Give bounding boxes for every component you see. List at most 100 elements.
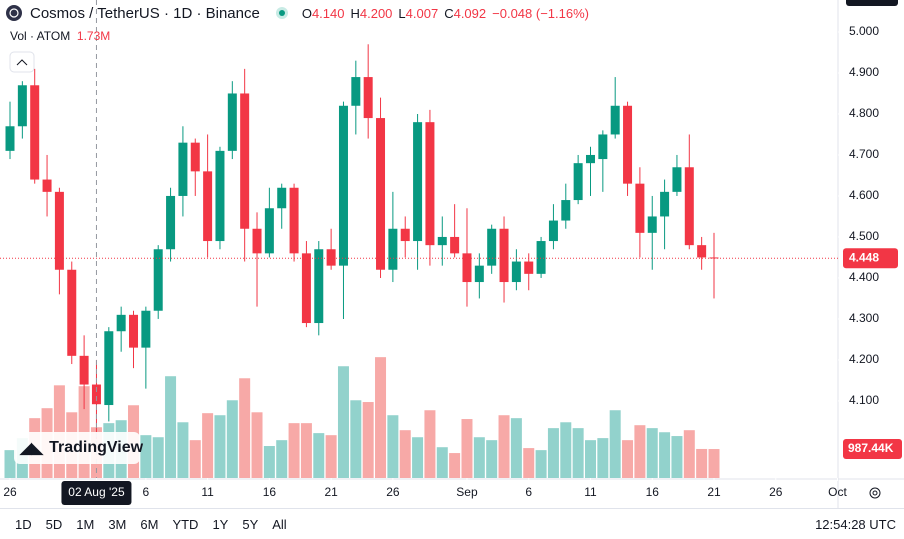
y-tick-label: 4.300 xyxy=(849,311,879,325)
volume-bar xyxy=(313,433,325,478)
range-button[interactable]: 1D xyxy=(15,516,32,532)
range-button[interactable]: 5D xyxy=(45,516,63,532)
range-button[interactable]: All xyxy=(272,516,287,532)
candle-body xyxy=(376,118,386,270)
ohlc-key: L xyxy=(398,5,406,21)
volume-bar xyxy=(53,385,65,478)
candle-body xyxy=(42,179,52,192)
volume-bar xyxy=(189,440,201,478)
clock: 12:54:28 UTC xyxy=(815,516,896,532)
volume-bar xyxy=(399,430,411,478)
candle-body xyxy=(684,167,694,246)
candle-body xyxy=(30,85,40,180)
volume-bar xyxy=(560,422,572,478)
price-label-cut xyxy=(846,0,898,6)
candle-body xyxy=(104,331,114,406)
y-tick-label: 4.900 xyxy=(849,65,879,79)
candle-body xyxy=(437,236,447,246)
header: Cosmos / TetherUS · 1D · Binance O4.140 H… xyxy=(0,3,589,23)
candle-body xyxy=(548,220,558,242)
candle-body xyxy=(635,183,645,233)
last-price-label: 4.448 xyxy=(849,250,879,264)
candle-body xyxy=(215,150,225,242)
x-tick-label: 21 xyxy=(707,485,721,499)
candle-body xyxy=(116,314,126,332)
x-tick-label: 26 xyxy=(769,485,783,499)
volume-bar xyxy=(424,410,436,478)
volume-bar xyxy=(461,419,473,478)
y-tick-label: 4.400 xyxy=(849,270,879,284)
range-button[interactable]: 6M xyxy=(140,516,159,532)
volume-bar xyxy=(288,423,300,478)
candle-body xyxy=(524,261,534,274)
range-button[interactable]: 1M xyxy=(76,516,95,532)
volume-bar xyxy=(523,448,535,478)
candle-body xyxy=(610,105,620,135)
watermark: ◢◣ TradingView xyxy=(14,432,143,464)
candle-body xyxy=(178,142,188,196)
candle-body xyxy=(240,93,250,229)
last-price-bg xyxy=(843,248,898,269)
range-button[interactable]: YTD xyxy=(172,516,199,532)
volume-bar xyxy=(572,428,584,478)
ohlc-change: −0.048 (−1.16%) xyxy=(492,5,589,21)
volume-bar xyxy=(152,437,164,478)
volume-bar xyxy=(622,440,634,478)
candle-body xyxy=(561,200,571,221)
candle-body xyxy=(314,249,324,324)
x-tick-label: 26 xyxy=(3,485,17,499)
ohlc-item: C4.092 xyxy=(444,6,486,21)
candle-body xyxy=(511,261,521,283)
volume-bar xyxy=(325,435,337,478)
x-tick-label: Oct xyxy=(828,485,847,499)
candle-body xyxy=(413,122,423,242)
volume-bar xyxy=(696,448,708,478)
x-tick-label: 26 xyxy=(386,485,400,499)
candle-body xyxy=(450,236,460,254)
volume-bar xyxy=(387,415,399,478)
range-button[interactable]: 3M xyxy=(108,516,127,532)
plot xyxy=(4,44,720,478)
x-tick-label: 16 xyxy=(646,485,660,499)
x-tick-label: 11 xyxy=(201,485,214,499)
y-tick-label: 4.100 xyxy=(849,393,879,407)
volume-bar xyxy=(276,440,288,478)
toolbar: 1D 5D 1M 3M 6M YTD 1Y 5Y All 12:54:28 UTC xyxy=(0,508,904,539)
ohlc-value: 4.092 xyxy=(453,5,487,21)
ohlc-key: C xyxy=(444,5,454,21)
candle-body xyxy=(264,208,274,254)
settings-icon[interactable] xyxy=(869,487,881,499)
candle-body xyxy=(153,249,163,311)
range-button[interactable]: 1Y xyxy=(212,516,229,532)
candle-body xyxy=(141,310,151,348)
volume-bar xyxy=(263,446,275,478)
candle-body xyxy=(487,228,497,266)
crosshair-label-bg xyxy=(61,481,132,505)
volume-bar xyxy=(535,450,547,478)
volume-bar xyxy=(337,366,349,478)
volume-bar xyxy=(708,449,720,478)
symbol-logo xyxy=(6,5,22,21)
volume-bar xyxy=(486,440,498,478)
candle-body xyxy=(623,105,633,184)
collapse-button[interactable] xyxy=(9,51,35,73)
volume-bar xyxy=(214,415,226,478)
y-tick-label: 4.800 xyxy=(849,106,879,120)
candle-body xyxy=(697,245,707,258)
candle-body xyxy=(672,167,682,192)
candle-body xyxy=(647,216,657,233)
candle-body xyxy=(474,265,484,283)
range-button[interactable]: 5Y xyxy=(242,516,259,532)
candle-body xyxy=(67,269,77,356)
volume-bar xyxy=(634,425,646,478)
candle-body xyxy=(363,77,373,119)
ohlc-key: H xyxy=(350,5,360,21)
candle-body xyxy=(79,355,89,385)
candle-body xyxy=(166,195,176,250)
volume-bar xyxy=(597,438,609,478)
candle-body xyxy=(227,93,237,151)
volume-bar xyxy=(251,412,263,478)
volume-bar xyxy=(646,428,658,478)
candle-body xyxy=(351,77,361,106)
volume-bar xyxy=(473,437,485,478)
